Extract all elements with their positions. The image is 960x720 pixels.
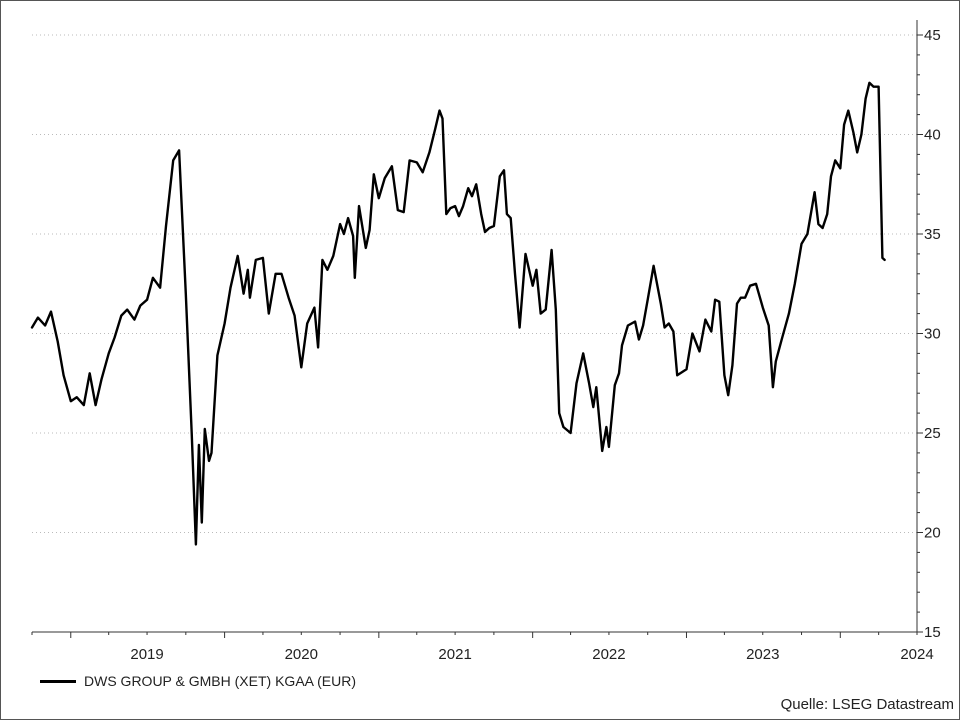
legend-line-swatch: [40, 679, 76, 683]
y-tick-label: 15: [924, 624, 941, 641]
y-tick-label: 25: [924, 425, 941, 442]
y-tick-label: 30: [924, 326, 941, 343]
series-layer: [30, 81, 886, 546]
source-credit: Quelle: LSEG Datastream: [780, 696, 954, 713]
x-tick-label: 2023: [746, 646, 779, 663]
x-tick-label: 2022: [592, 646, 625, 663]
legend-label: DWS GROUP & GMBH (XET) KGAA (EUR): [84, 673, 356, 689]
y-tick-label: 35: [924, 226, 941, 243]
x-tick-label: 2024: [900, 646, 933, 663]
gridlines: [32, 34, 917, 533]
axes: 15 20 25 30 35 40 45 2019 2020 2021 2022 2023 2024: [31, 20, 941, 663]
x-tick-label: 2019: [130, 646, 163, 663]
legend: DWS GROUP & GMBH (XET) KGAA (EUR): [40, 672, 356, 690]
series-line: [30, 81, 886, 546]
x-tick-label: 2020: [285, 646, 318, 663]
y-tick-label: 45: [924, 27, 941, 44]
y-tick-label: 40: [924, 127, 941, 144]
y-tick-label: 20: [924, 525, 941, 542]
x-tick-label: 2021: [438, 646, 471, 663]
